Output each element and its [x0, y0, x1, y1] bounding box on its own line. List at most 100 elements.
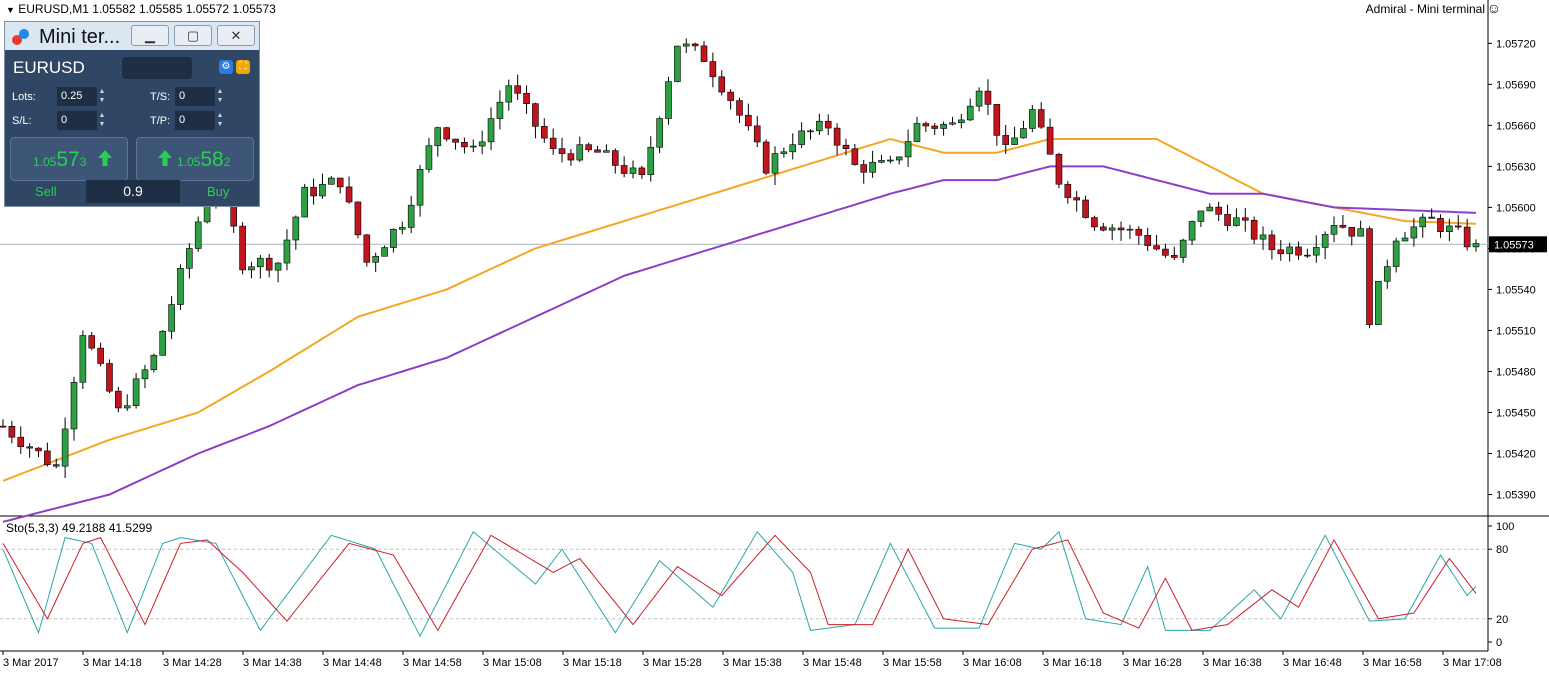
candle-bullish — [895, 156, 903, 161]
candle-bearish — [718, 76, 726, 93]
candle-bearish — [1153, 245, 1160, 250]
lots-input[interactable]: 0.25 — [57, 87, 97, 106]
price-tick-label: 1.05630 — [1496, 161, 1536, 173]
candle-bearish — [1100, 226, 1107, 231]
candle-bullish — [141, 369, 149, 380]
time-tick-label: 3 Mar 15:08 — [483, 657, 542, 669]
symbol-selector[interactable] — [122, 57, 192, 79]
candle-bullish — [1383, 266, 1391, 282]
sl-label: S/L: — [12, 115, 32, 127]
candle-bearish — [1117, 227, 1125, 231]
candle-bullish — [390, 228, 397, 248]
maximize-icon: ▢ — [186, 28, 200, 43]
candle-bearish — [1437, 218, 1444, 232]
buy-button[interactable]: 1.05582 — [136, 137, 254, 181]
candle-bearish — [52, 464, 60, 467]
candle-bearish — [8, 425, 16, 438]
ts-spinner[interactable]: ▲ ▼ — [216, 88, 224, 104]
candle-bearish — [1171, 255, 1178, 258]
ts-label: T/S: — [150, 91, 171, 103]
arrow-up-icon — [98, 150, 112, 166]
stochastic-main-line — [2, 530, 1477, 638]
expand-icon[interactable]: ⛶ — [236, 60, 250, 74]
stochastic-title: Sto(5,3,3) 49.2188 41.5299 — [6, 521, 153, 535]
maximize-button[interactable]: ▢ — [174, 25, 212, 46]
settings-icon[interactable]: ⚙ — [219, 60, 233, 74]
chart-right-title: Admiral - Mini terminal — [1365, 2, 1485, 16]
candle-bullish — [186, 248, 193, 269]
candle-bullish — [328, 177, 335, 185]
lots-spinner[interactable]: ▲ ▼ — [98, 88, 106, 104]
sl-spinner[interactable]: ▲ ▼ — [98, 112, 106, 128]
current-price-label: 1.05573 — [1494, 239, 1534, 251]
time-tick-label: 3 Mar 15:48 — [803, 657, 862, 669]
candle-bearish — [1055, 153, 1063, 185]
candle-bearish — [310, 186, 317, 197]
time-tick-label: 3 Mar 14:18 — [83, 657, 142, 669]
candle-bullish — [1375, 280, 1382, 325]
main-price-area[interactable] — [0, 0, 1549, 652]
smiley-icon: ☺ — [1486, 0, 1501, 16]
candle-bullish — [61, 428, 69, 467]
candle-bearish — [567, 153, 575, 161]
candle-bearish — [265, 257, 273, 271]
candle-bearish — [35, 447, 42, 452]
candle-bearish — [1241, 217, 1249, 221]
candle-bearish — [984, 90, 992, 105]
candle-bullish — [257, 257, 264, 268]
mini-terminal-window[interactable]: Mini ter... ▁ ▢ ✕ EURUSD ⚙ ⛶ Lots: 0.25 … — [4, 21, 260, 207]
candle-bullish — [1410, 226, 1418, 239]
candle-bearish — [922, 123, 930, 127]
mini-terminal-titlebar[interactable]: Mini ter... ▁ ▢ ✕ — [5, 22, 259, 50]
candle-bullish — [194, 221, 202, 249]
candle-bullish — [1197, 210, 1205, 222]
candle-bullish — [807, 130, 814, 133]
candle-bearish — [736, 100, 743, 116]
candle-bullish — [1446, 225, 1453, 232]
candle-bearish — [558, 148, 566, 154]
candle-bullish — [958, 119, 965, 124]
ts-input[interactable]: 0 — [175, 87, 215, 106]
symbol-header: ▼ EURUSD,M1 1.05582 1.05585 1.05572 1.05… — [6, 2, 276, 16]
candle-bullish — [887, 159, 894, 162]
candle-bullish — [1206, 206, 1214, 212]
lots-label: Lots: — [12, 91, 36, 103]
candle-bearish — [993, 104, 1001, 136]
tp-spinner[interactable]: ▲ ▼ — [216, 112, 224, 128]
candle-bullish — [1020, 128, 1027, 139]
candle-bearish — [620, 165, 628, 174]
candle-bearish — [1046, 126, 1054, 155]
candle-bullish — [869, 161, 876, 173]
spread-display: 0.9 — [86, 180, 180, 203]
candle-bullish — [168, 304, 175, 332]
candle-bearish — [762, 141, 770, 174]
candle-bearish — [833, 127, 841, 146]
candle-bearish — [1215, 206, 1222, 215]
candle-bullish — [487, 118, 495, 143]
candle-bearish — [1144, 235, 1151, 246]
candle-bullish — [682, 43, 690, 47]
tp-input[interactable]: 0 — [175, 111, 215, 130]
minimize-button[interactable]: ▁ — [131, 25, 169, 46]
candle-bullish — [274, 262, 282, 271]
candle-bullish — [425, 145, 433, 170]
candle-bearish — [1073, 197, 1080, 201]
candle-bearish — [700, 45, 708, 62]
sell-button[interactable]: 1.05573 — [10, 137, 128, 181]
candle-bullish — [1259, 234, 1267, 240]
candle-bullish — [132, 378, 140, 406]
stochastic-subwindow[interactable]: 100 80 20 0 — [0, 521, 1514, 649]
close-button[interactable]: ✕ — [217, 25, 255, 46]
minimize-icon: ▁ — [145, 28, 155, 43]
candle-bullish — [878, 160, 885, 163]
candle-bullish — [1357, 228, 1364, 237]
candle-bearish — [691, 43, 699, 47]
sl-input[interactable]: 0 — [57, 111, 97, 130]
time-tick-label: 3 Mar 14:38 — [243, 657, 302, 669]
price-tick-label: 1.05540 — [1496, 284, 1536, 296]
time-tick-label: 3 Mar 16:48 — [1283, 657, 1342, 669]
candle-bearish — [1091, 217, 1098, 228]
candle-bullish — [123, 405, 131, 409]
candle-bearish — [336, 177, 344, 188]
